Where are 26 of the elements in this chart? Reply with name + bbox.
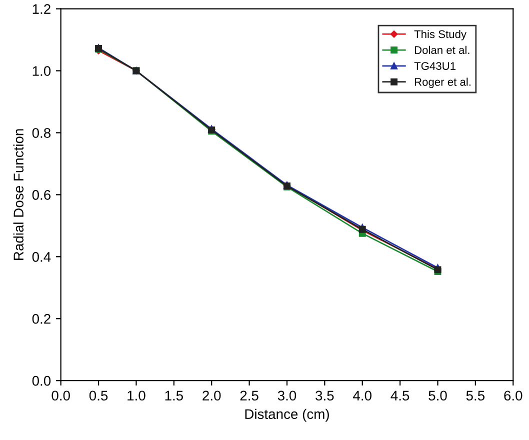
x-tick-label: 1.0: [128, 390, 146, 401]
x-axis-title: Distance (cm): [245, 408, 329, 422]
x-tick-label: 3.0: [278, 390, 296, 401]
y-axis-title: Radial Dose Function: [13, 129, 24, 260]
x-tick-label: 2.0: [202, 390, 221, 401]
x-tick-label: 0.0: [52, 390, 70, 401]
x-tick-label: 6.0: [504, 390, 522, 401]
legend-label: Dolan et al.: [414, 46, 470, 54]
y-tick-label: 0.8: [32, 128, 51, 138]
y-tick-label: 0.0: [32, 376, 51, 386]
x-tick-label: 4.0: [353, 390, 372, 401]
x-tick-label: 2.5: [240, 390, 258, 401]
y-tick-label: 1.2: [32, 4, 50, 14]
x-tick-label: 5.0: [428, 390, 447, 401]
legend-label: This Study: [414, 30, 467, 40]
y-tick-label: 1.0: [32, 66, 51, 76]
y-tick-label: 0.4: [32, 252, 51, 262]
legend-label: Roger et al.: [414, 78, 470, 88]
y-tick-label: 0.6: [32, 190, 51, 200]
legend-label: TG43U1: [414, 62, 456, 70]
x-tick-label: 1.5: [165, 390, 183, 401]
x-tick-label: 5.5: [466, 390, 485, 401]
x-tick-label: 0.5: [89, 390, 108, 401]
x-tick-label: 3.5: [316, 390, 334, 401]
y-tick-label: 0.2: [32, 314, 50, 324]
x-tick-label: 4.5: [390, 390, 410, 401]
